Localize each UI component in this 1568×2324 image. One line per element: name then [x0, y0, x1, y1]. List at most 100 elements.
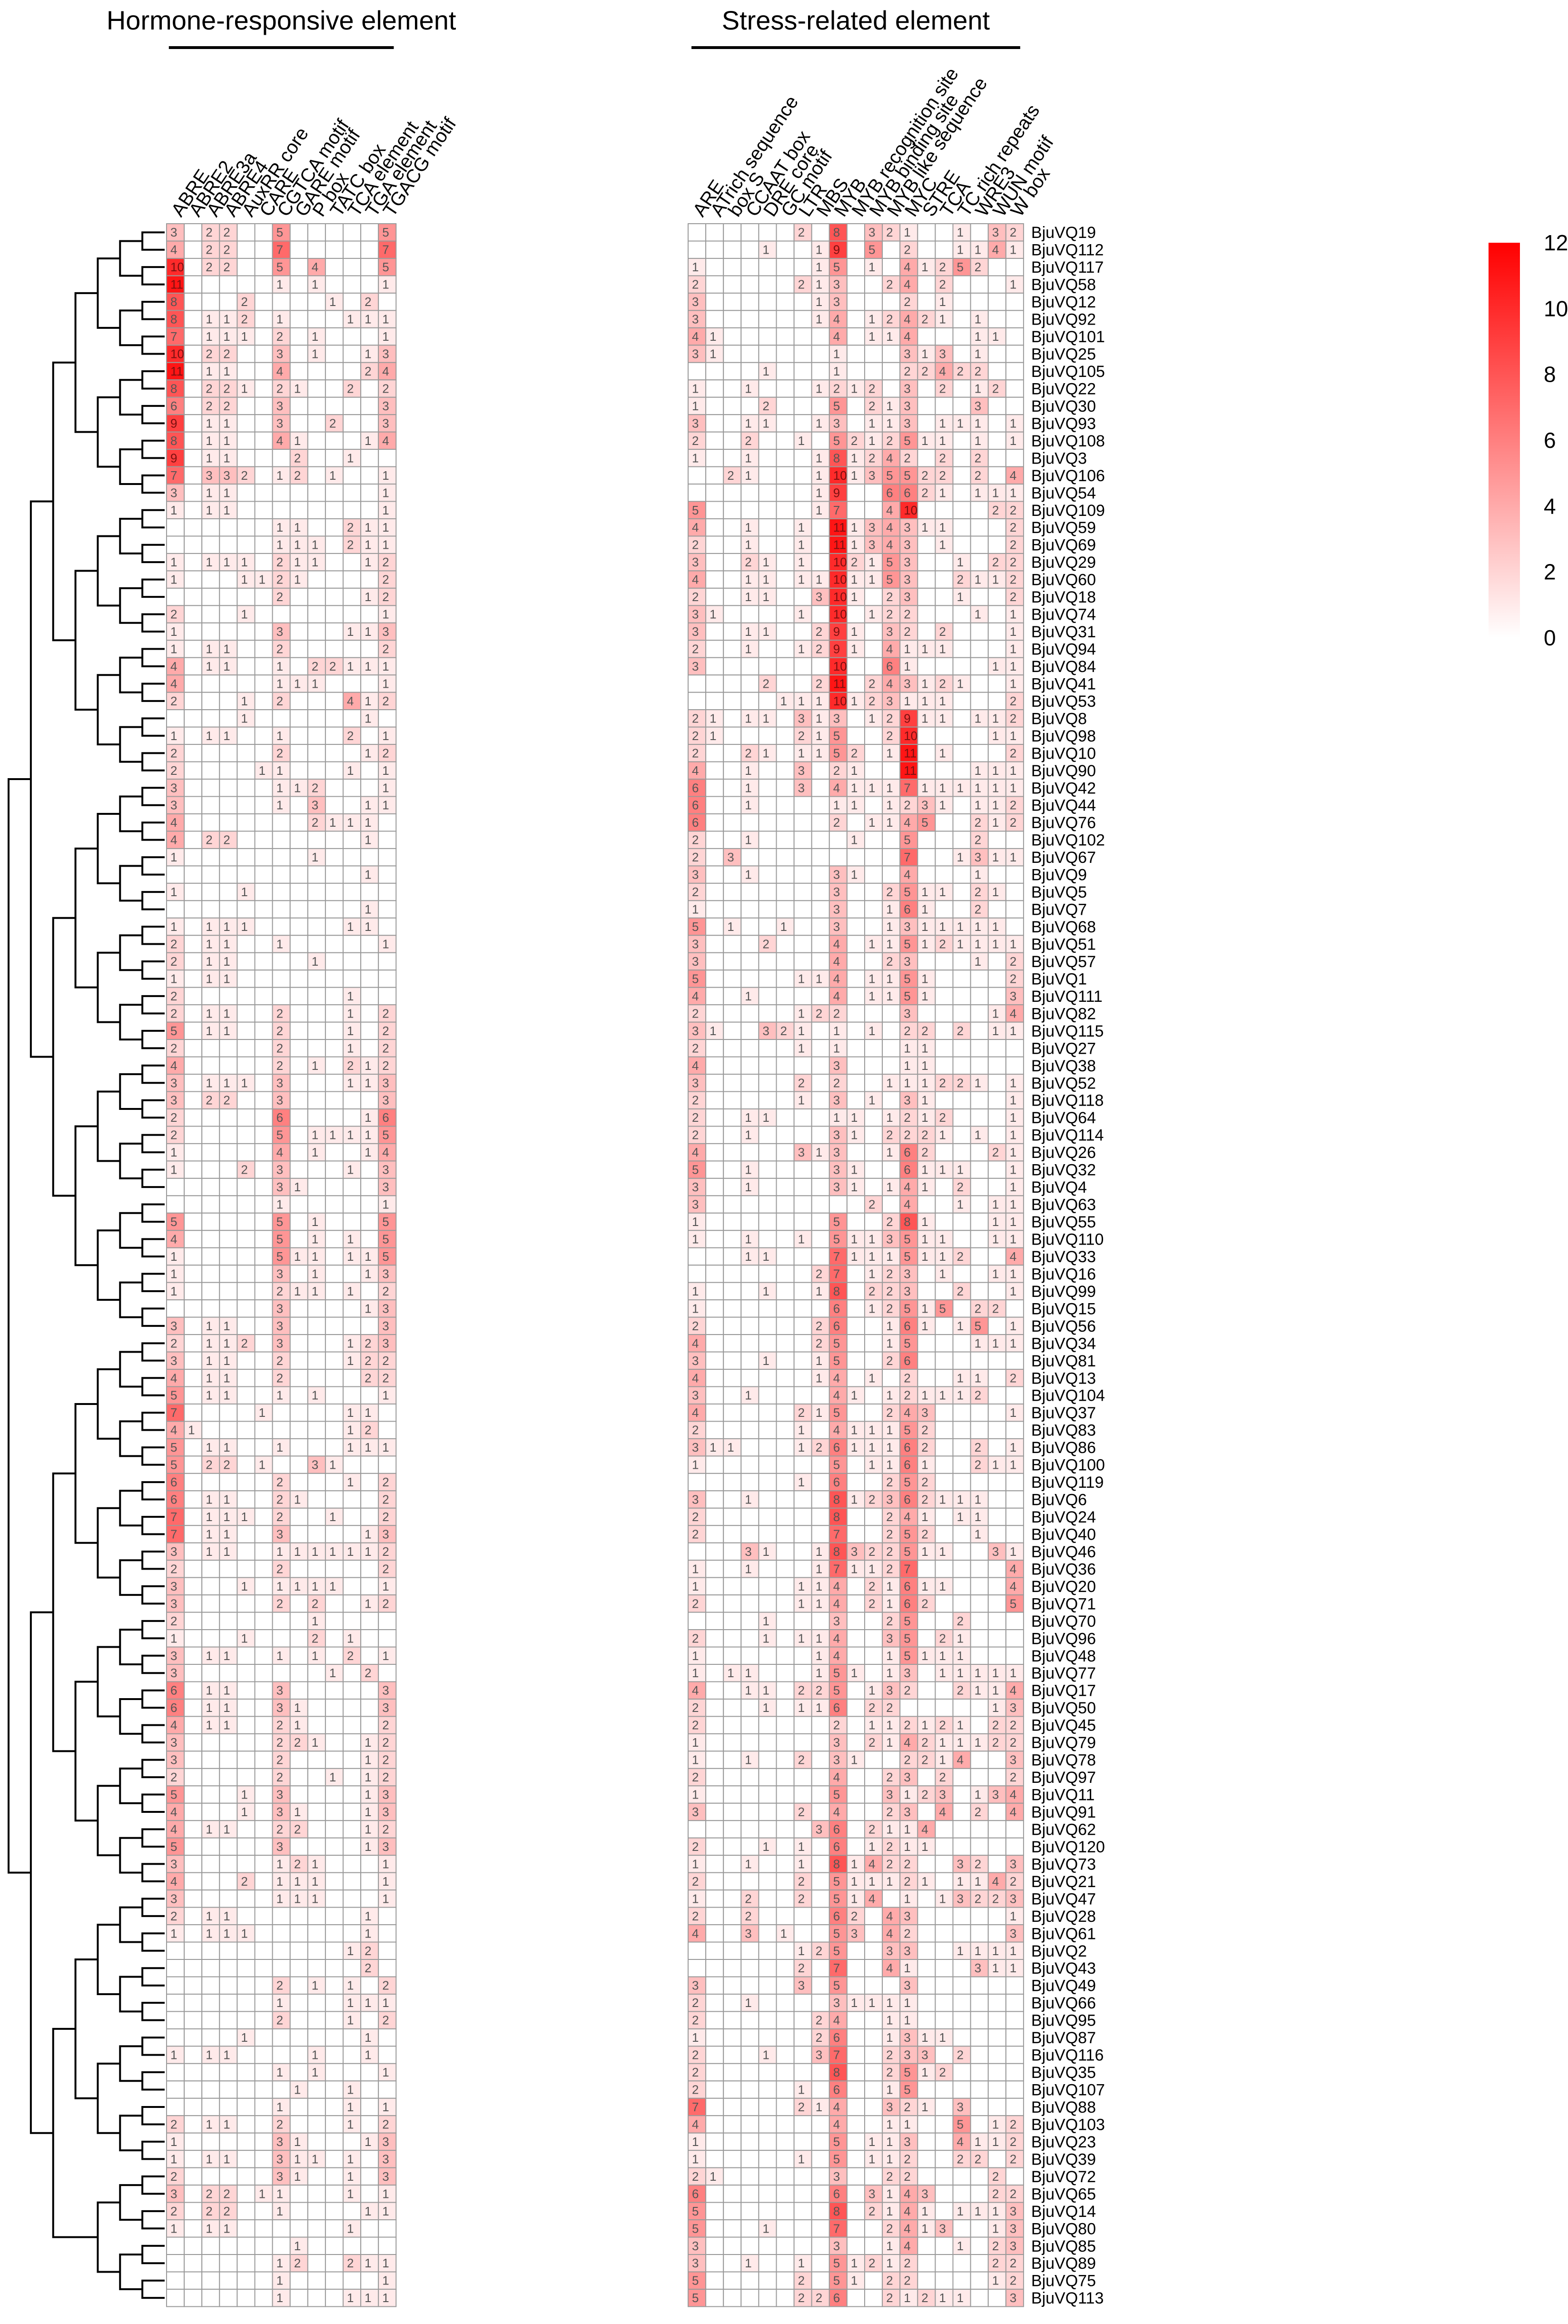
cell-bjuvq32-gc-motif — [776, 1160, 795, 1179]
cell-bjuvq45-p-box — [307, 1716, 326, 1734]
cell-value-label: 4 — [886, 642, 893, 656]
cell-value-label: 1 — [382, 312, 389, 326]
cell-bjuvq64-tgacg-motif — [378, 1108, 397, 1127]
dendrogram-branch — [52, 1472, 76, 1752]
cell-value-label: 6 — [904, 902, 910, 917]
cell-bjuvq78-atrich-sequence — [705, 1750, 724, 1769]
cell-bjuvq119-ccaat-box — [740, 1473, 759, 1492]
cell-bjuvq107-mbs — [811, 2080, 830, 2099]
cell-value-label: 1 — [816, 381, 822, 396]
cell-bjuvq51-cgtca-motif — [272, 935, 291, 953]
cell-bjuvq45-tatc-box — [325, 1716, 344, 1734]
cell-bjuvq107-abre — [166, 2080, 185, 2099]
cell-bjuvq1-cgtca-motif — [272, 969, 291, 988]
cell-bjuvq12-abre4 — [219, 292, 238, 311]
cell-bjuvq10-atrich-sequence — [705, 744, 724, 762]
cell-bjuvq9-abre — [166, 865, 185, 884]
cell-bjuvq54-care — [254, 484, 273, 502]
cell-bjuvq40-ltr — [793, 1525, 812, 1543]
cell-bjuvq78-dre-core — [758, 1750, 777, 1769]
cell-value-label: 1 — [329, 1770, 336, 1784]
cell-bjuvq101-abre3a — [201, 327, 220, 346]
cell-bjuvq13-atrich-sequence — [705, 1369, 724, 1387]
cell-bjuvq24-gare-motif — [289, 1507, 308, 1526]
cell-value-label: 1 — [347, 1232, 354, 1246]
cell-bjuvq15-tatc-box — [325, 1299, 344, 1318]
cell-bjuvq64-p-box — [307, 1108, 326, 1127]
cell-value-label: 2 — [692, 729, 699, 743]
cell-bjuvq15-abre2 — [184, 1299, 203, 1318]
cell-bjuvq28-tatc-box — [325, 1907, 344, 1926]
cell-bjuvq64-care — [254, 1108, 273, 1127]
cell-bjuvq10-auxrr-core — [237, 744, 256, 762]
cell-bjuvq26-abre4 — [219, 1143, 238, 1162]
cell-bjuvq108-auxrr-core — [237, 431, 256, 450]
cell-bjuvq114-abre3a — [201, 1126, 220, 1144]
cell-value-label: 1 — [347, 2117, 354, 2131]
cell-bjuvq16-box-s — [723, 1265, 742, 1283]
cell-value-label: 1 — [276, 1579, 283, 1593]
cell-bjuvq79-gc-motif — [776, 1733, 795, 1752]
cell-bjuvq35-care — [254, 2063, 273, 2082]
cell-bjuvq76-myb-recognition-site — [846, 813, 866, 832]
cell-bjuvq63-abre3a — [201, 1195, 220, 1214]
cell-bjuvq13-gc-motif — [776, 1369, 795, 1387]
cell-value-label: 3 — [170, 225, 177, 239]
cell-bjuvq45-mbs — [811, 1716, 830, 1734]
cell-bjuvq20-atrich-sequence — [705, 1577, 724, 1596]
cell-bjuvq103-atrich-sequence — [705, 2115, 724, 2134]
cell-bjuvq116-cgtca-motif — [272, 2046, 291, 2064]
cell-bjuvq113-ccaat-box — [740, 2288, 759, 2307]
cell-bjuvq59-mbs — [811, 518, 830, 537]
cell-value-label: 1 — [921, 885, 928, 899]
cell-value-label: 1 — [816, 485, 822, 500]
cell-bjuvq104-gc-motif — [776, 1386, 795, 1404]
cell-bjuvq108-atrich-sequence — [705, 431, 724, 450]
cell-value-label: 1 — [276, 2274, 283, 2288]
cell-bjuvq58-myb-recognition-site — [846, 275, 866, 294]
cell-bjuvq35-dre-core — [758, 2063, 777, 2082]
cell-bjuvq65-dre-core — [758, 2185, 777, 2203]
cell-value-label: 1 — [276, 659, 283, 673]
cell-bjuvq91-tatc-box — [325, 1802, 344, 1821]
cell-value-label: 1 — [762, 573, 769, 587]
cell-value-label: 1 — [816, 260, 822, 274]
cell-bjuvq84-myb-recognition-site — [846, 657, 866, 676]
cell-bjuvq34-atrich-sequence — [705, 1334, 724, 1353]
cell-bjuvq98-gare-motif — [289, 726, 308, 745]
cell-bjuvq77-tgacg-motif — [378, 1664, 397, 1682]
cell-bjuvq15-abre3a — [201, 1299, 220, 1318]
cell-value-label: 1 — [816, 243, 822, 257]
cell-bjuvq63-atrich-sequence — [705, 1195, 724, 1214]
cell-bjuvq113-wre3 — [970, 2288, 989, 2307]
cell-bjuvq21-box-s — [723, 1872, 742, 1891]
cell-bjuvq47-stre — [917, 1889, 936, 1908]
cell-bjuvq30-tc-rich-repeats — [952, 396, 971, 415]
cell-bjuvq101-ccaat-box — [740, 327, 759, 346]
cell-value-label: 1 — [276, 277, 283, 292]
cell-value-label: 1 — [329, 1458, 336, 1472]
cell-bjuvq47-box-s — [723, 1889, 742, 1908]
cell-value-label: 1 — [241, 1788, 247, 1802]
cell-bjuvq68-care — [254, 917, 273, 936]
cell-bjuvq5-p-box — [307, 882, 326, 901]
cell-bjuvq91-stre — [917, 1802, 936, 1821]
cell-value-label: 1 — [365, 2204, 371, 2218]
cell-value-label: 1 — [347, 2013, 354, 2027]
cell-bjuvq89-p-box — [307, 2254, 326, 2273]
cell-bjuvq120-care — [254, 1837, 273, 1856]
cell-bjuvq18-wun-motif — [987, 587, 1006, 606]
cell-bjuvq101-tgacg-motif — [378, 327, 397, 346]
cell-bjuvq44-myb-binding-site — [864, 796, 883, 814]
cell-bjuvq29-tca-element — [343, 553, 362, 572]
cell-value-label: 1 — [886, 815, 893, 830]
cell-bjuvq114-tc-rich-repeats — [952, 1126, 971, 1144]
cell-value-label: 3 — [170, 798, 177, 812]
cell-bjuvq74-dre-core — [758, 605, 777, 623]
cell-bjuvq12-abre3a — [201, 292, 220, 311]
cell-bjuvq22-stre — [917, 379, 936, 398]
cell-bjuvq49-wun-motif — [987, 1976, 1006, 1995]
cell-value-label: 2 — [904, 451, 910, 465]
cell-bjuvq77-stre — [917, 1664, 936, 1682]
cell-value-label: 2 — [762, 676, 769, 691]
